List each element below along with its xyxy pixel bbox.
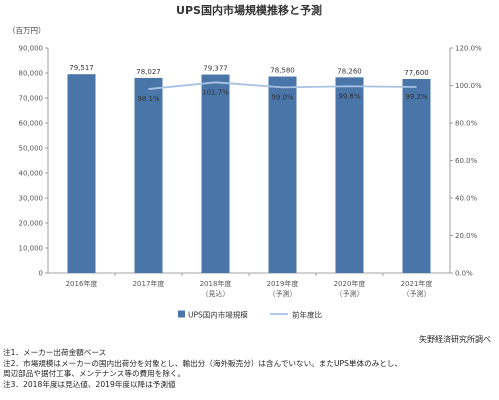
legend: UPS国内市場規模 前年度比 (178, 310, 322, 320)
ratio-value-label: 98.1% (137, 95, 160, 103)
x-category-label: 2016年度 (66, 279, 98, 288)
x-category-label: 2021年度 (401, 279, 433, 288)
x-category-label: （見込） (202, 289, 230, 298)
right-tick-label: 20.0% (455, 232, 478, 240)
bar-value-label: 78,260 (337, 67, 362, 75)
note-2: 注2．市場規模はメーカーの国内出荷分を対象とし、輸出分（海外販売分）は含んでいな… (3, 358, 403, 368)
legend-line-label: 前年度比 (292, 310, 322, 320)
ratio-value-label: 101.7% (202, 88, 229, 96)
bar-value-label: 78,027 (136, 68, 161, 76)
bar-value-label: 79,517 (69, 64, 94, 72)
left-tick-label: 0 (39, 270, 43, 278)
chart: UPS国内市場規模推移と予測 （百万円） 0 10,000 20,000 30,000… (8, 3, 483, 320)
x-category-label: 2018年度 (200, 279, 232, 288)
x-category-label: （予測） (403, 289, 431, 298)
note-2-continued: 周辺部品や据付工事、メンテナンス等の費用を除く。 (3, 369, 186, 378)
legend-bar-swatch (178, 310, 185, 318)
x-category-label: 2019年度 (267, 279, 299, 288)
bar (402, 79, 431, 273)
chart-axes: 0 10,000 20,000 30,000 40,000 50,000 60,000 70,… (19, 45, 483, 278)
bar (67, 74, 96, 274)
left-axis-unit: （百万円） (8, 26, 46, 35)
x-axis-labels: 2016年度 2017年度 2018年度（見込）2019年度（予測）2020年度（予… (66, 279, 433, 298)
bar-value-label: 78,580 (270, 67, 295, 75)
ratio-line (148, 81, 417, 90)
note-1: 注1．メーカー出荷金額ベース (3, 348, 107, 357)
x-category-label: 2020年度 (334, 279, 366, 288)
ratio-line-series: 98.1% 101.7% 99.0% 99.6% 99.2% (137, 81, 428, 103)
right-tick-label: 120.0% (455, 45, 482, 53)
left-tick-label: 80,000 (19, 70, 44, 78)
bar (268, 76, 297, 273)
right-tick-label: 80.0% (455, 120, 478, 128)
bar-series: 79,517 78,027 79,377 78,580 78,260 77,600 (67, 64, 431, 274)
bar-value-label: 77,600 (404, 69, 429, 77)
left-tick-label: 50,000 (19, 145, 44, 153)
left-tick-label: 20,000 (19, 220, 44, 228)
x-category-label: （予測） (269, 289, 297, 298)
note-3: 注3．2018年度は見込値、2019年度以降は予測値 (3, 379, 176, 389)
bar (201, 74, 230, 274)
left-tick-label: 70,000 (19, 95, 44, 103)
notes: 注1．メーカー出荷金額ベース 注2．市場規模はメーカーの国内出荷分を対象とし、輸… (3, 348, 497, 390)
bar (134, 77, 163, 274)
right-tick-label: 100.0% (455, 82, 482, 90)
right-tick-label: 40.0% (455, 195, 478, 203)
left-tick-label: 60,000 (19, 120, 44, 128)
left-tick-label: 10,000 (19, 245, 44, 253)
ratio-value-label: 99.2% (405, 93, 428, 101)
ratio-value-label: 99.0% (271, 93, 294, 101)
left-tick-label: 40,000 (19, 170, 44, 178)
bar-value-label: 79,377 (203, 65, 228, 73)
x-category-label: 2017年度 (133, 279, 165, 288)
ratio-value-label: 99.6% (338, 92, 361, 100)
right-tick-label: 0.0% (455, 270, 473, 278)
legend-bar-label: UPS国内市場規模 (188, 310, 248, 320)
bar (335, 77, 364, 273)
x-category-label: （予測） (336, 289, 364, 298)
source-credit: 矢野経済研究所調べ (419, 335, 491, 344)
right-tick-label: 60.0% (455, 157, 478, 165)
left-tick-label: 90,000 (19, 45, 44, 53)
left-tick-label: 30,000 (19, 195, 44, 203)
chart-title: UPS国内市場規模推移と予測 (176, 3, 322, 17)
